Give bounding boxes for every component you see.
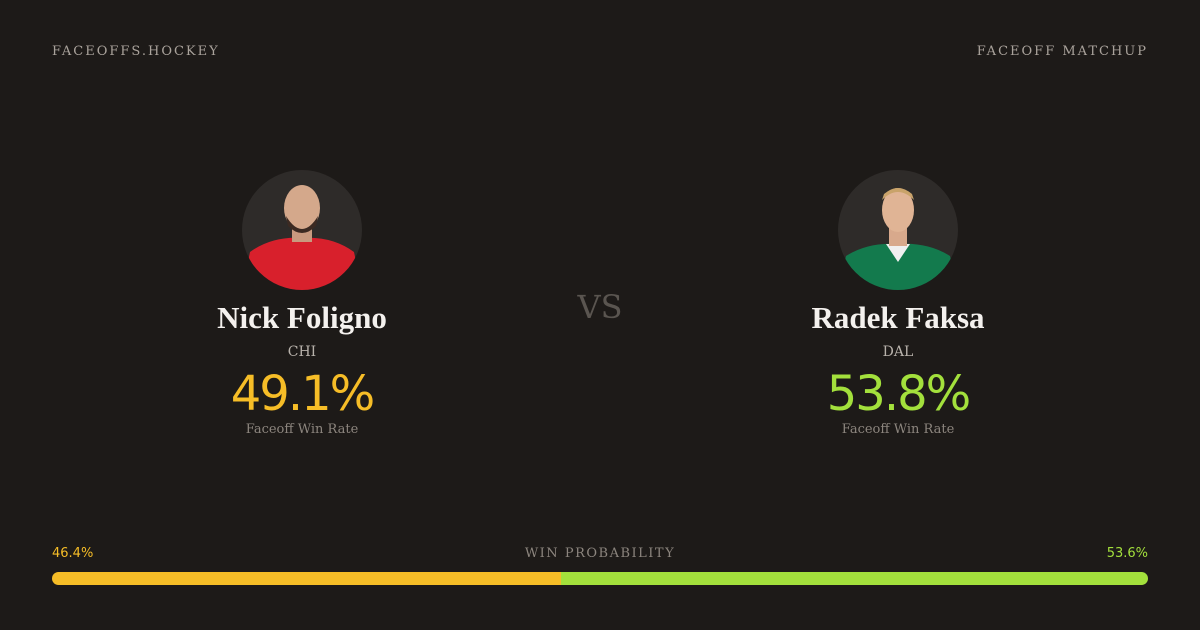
faceoff-rate: 49.1% — [230, 366, 375, 422]
probability-segment — [560, 572, 1148, 585]
player-team: CHI — [287, 344, 317, 360]
header-label: FACEOFF MATCHUP — [976, 44, 1148, 59]
player-card: Radek Faksa DAL 53.8% Faceoff Win Rate — [698, 170, 1098, 437]
player-photo — [838, 170, 958, 290]
versus: VS — [577, 288, 623, 326]
right-probability: 53.6% — [1106, 546, 1148, 561]
probability-segment — [52, 572, 561, 585]
left-probability: 46.4% — [52, 546, 94, 561]
faceoff-rate: 53.8% — [826, 366, 971, 422]
player-name: Radek Faksa — [811, 300, 985, 335]
player-card: Nick Foligno CHI 49.1% Faceoff Win Rate — [102, 170, 502, 437]
player-team: DAL — [882, 344, 914, 360]
rate-label: Faceoff Win Rate — [841, 422, 955, 437]
probability-bar — [52, 572, 1148, 585]
probability-title: WIN PROBABILITY — [524, 546, 676, 561]
brand: FACEOFFS.HOCKEY — [52, 44, 220, 59]
rate-label: Faceoff Win Rate — [245, 422, 359, 437]
player-name: Nick Foligno — [217, 300, 387, 335]
player-photo — [242, 170, 362, 290]
